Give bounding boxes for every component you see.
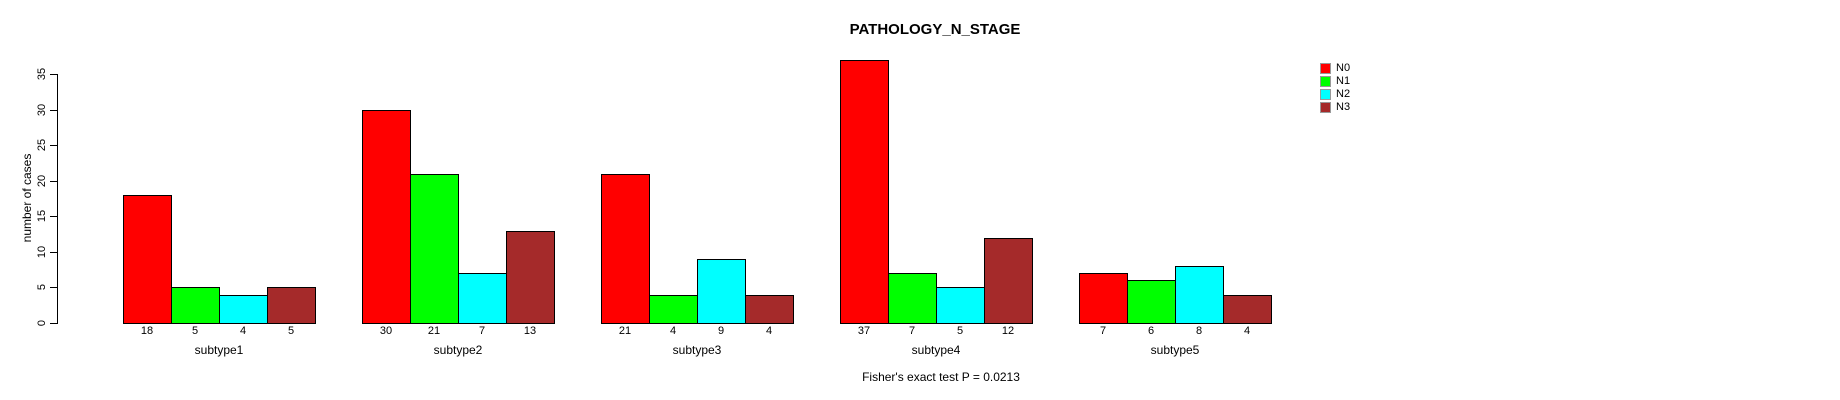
statistical-test-note: Fisher's exact test P = 0.0213 [862,370,1020,384]
bar-value-label: 4 [1243,325,1251,337]
bar-value-label: 12 [1001,325,1015,337]
category-label-subtype5: subtype5 [1150,343,1200,357]
bar-subtype1-N3 [267,287,316,324]
bar-subtype4-N3 [984,238,1033,324]
category-label-subtype1: subtype1 [194,343,244,357]
legend-label: N0 [1336,62,1351,74]
y-tick-label: 35 [36,67,48,81]
legend-label: N2 [1336,88,1351,100]
legend-swatch-N0 [1320,63,1331,74]
y-tick-label: 10 [36,245,48,259]
bar-subtype1-N0 [123,195,172,324]
bar-value-label: 7 [1099,325,1107,337]
bar-subtype2-N0 [362,110,411,324]
bar-subtype2-N1 [410,174,459,324]
bar-value-label: 5 [956,325,964,337]
y-tick-label: 25 [36,138,48,152]
bar-value-label: 7 [908,325,916,337]
bar-value-label: 5 [287,325,295,337]
y-tick-mark [50,145,57,146]
legend-swatch-N3 [1320,102,1331,113]
bar-subtype4-N1 [888,273,937,324]
bar-value-label: 18 [140,325,154,337]
bar-subtype3-N2 [697,259,746,324]
bar-subtype2-N3 [506,231,555,324]
bar-value-label: 9 [717,325,725,337]
bar-value-label: 21 [618,325,632,337]
category-label-subtype2: subtype2 [433,343,483,357]
bar-value-label: 13 [523,325,537,337]
bar-subtype4-N2 [936,287,985,324]
bar-subtype1-N2 [219,295,268,324]
bar-value-label: 30 [379,325,393,337]
bar-value-label: 37 [857,325,871,337]
bar-value-label: 21 [427,325,441,337]
legend-item-N1: N1 [1320,76,1350,87]
y-tick-mark [50,181,57,182]
bar-subtype2-N2 [458,273,507,324]
y-tick-mark [50,287,57,288]
bar-value-label: 4 [239,325,247,337]
y-tick-mark [50,74,57,75]
legend-swatch-N2 [1320,89,1331,100]
y-tick-label: 0 [36,319,48,327]
y-tick-mark [50,216,57,217]
y-tick-label: 30 [36,103,48,117]
legend: N0 N1 N2 N3 [1320,63,1350,113]
legend-item-N0: N0 [1320,63,1350,74]
y-tick-mark [50,323,57,324]
y-tick-label: 15 [36,209,48,223]
bar-subtype3-N1 [649,295,698,324]
y-tick-label: 5 [36,283,48,291]
legend-swatch-N1 [1320,76,1331,87]
bar-value-label: 7 [478,325,486,337]
bar-subtype1-N1 [171,287,220,324]
bar-subtype3-N3 [745,295,794,324]
y-tick-mark [50,252,57,253]
legend-item-N3: N3 [1320,102,1350,113]
bar-subtype3-N0 [601,174,650,324]
category-label-subtype4: subtype4 [911,343,961,357]
category-label-subtype3: subtype3 [672,343,722,357]
bar-subtype5-N3 [1223,295,1272,324]
bar-value-label: 5 [191,325,199,337]
legend-label: N1 [1336,75,1351,87]
bar-subtype5-N1 [1127,280,1176,324]
chart-title: PATHOLOGY_N_STAGE [849,21,1021,38]
y-axis-label: number of cases [20,153,34,243]
bar-subtype4-N0 [840,60,889,324]
legend-label: N3 [1336,101,1351,113]
bar-value-label: 6 [1147,325,1155,337]
y-axis-line [57,74,58,324]
legend-item-N2: N2 [1320,89,1350,100]
y-tick-mark [50,110,57,111]
bar-value-label: 4 [669,325,677,337]
bar-value-label: 4 [765,325,773,337]
bar-subtype5-N2 [1175,266,1224,324]
bar-value-label: 8 [1195,325,1203,337]
y-tick-label: 20 [36,174,48,188]
bar-subtype5-N0 [1079,273,1128,324]
